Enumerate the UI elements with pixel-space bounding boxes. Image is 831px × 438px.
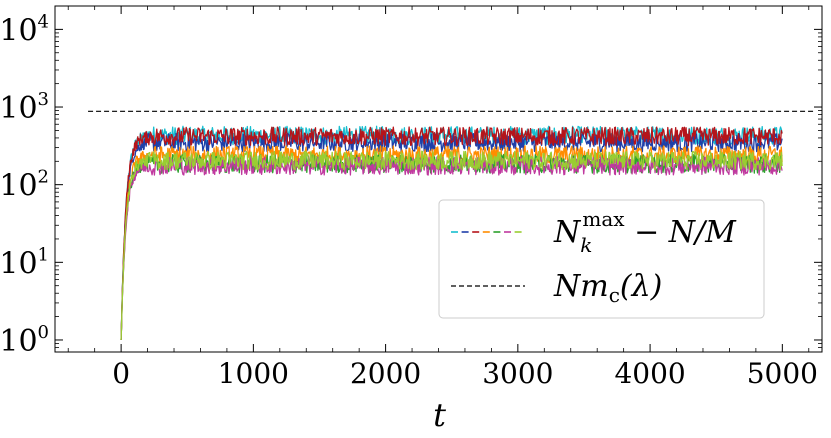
y-tick-label: 100 bbox=[0, 322, 49, 359]
x-tick-label: 2000 bbox=[350, 357, 421, 390]
labels-layer: 0 1000 2000 3000 4000 5000 100 101 102 103 104 bbox=[0, 11, 818, 390]
legend-label-nmc: Nmc(λ) bbox=[553, 269, 662, 307]
y-tick-label: 101 bbox=[0, 244, 49, 281]
legend: Nkmax − N/M Nmc(λ) bbox=[438, 199, 765, 319]
x-tick-label: 4000 bbox=[614, 357, 685, 390]
legend-label-nmax-main: N bbox=[553, 215, 582, 250]
series-line-6 bbox=[120, 155, 783, 341]
legend-label-nmax-rest: − N/M bbox=[625, 215, 738, 250]
series-line-7 bbox=[120, 150, 783, 341]
legend-label-nmax: Nkmax − N/M bbox=[553, 207, 737, 257]
y-tick-label: 103 bbox=[0, 89, 49, 126]
x-axis-label: t bbox=[433, 396, 446, 434]
legend-label-nmax-sup: max bbox=[582, 207, 625, 231]
y-tick-label: 104 bbox=[0, 11, 49, 48]
legend-label-nmc-main: Nm bbox=[553, 269, 609, 304]
ticks-layer bbox=[55, 5, 822, 353]
x-tick-label: 1000 bbox=[218, 357, 289, 390]
legend-label-nmc-rest: (λ) bbox=[620, 269, 662, 304]
x-tick-label: 3000 bbox=[482, 357, 553, 390]
legend-box bbox=[438, 199, 765, 319]
series-line-3 bbox=[120, 126, 783, 341]
legend-label-nmax-sub: k bbox=[580, 233, 592, 257]
y-tick-label: 102 bbox=[0, 167, 49, 204]
x-tick-label: 5000 bbox=[747, 357, 818, 390]
series-line-4 bbox=[120, 145, 783, 341]
series-layer bbox=[120, 125, 783, 341]
legend-label-nmc-sub: c bbox=[609, 283, 620, 307]
x-tick-label: 0 bbox=[112, 357, 130, 390]
